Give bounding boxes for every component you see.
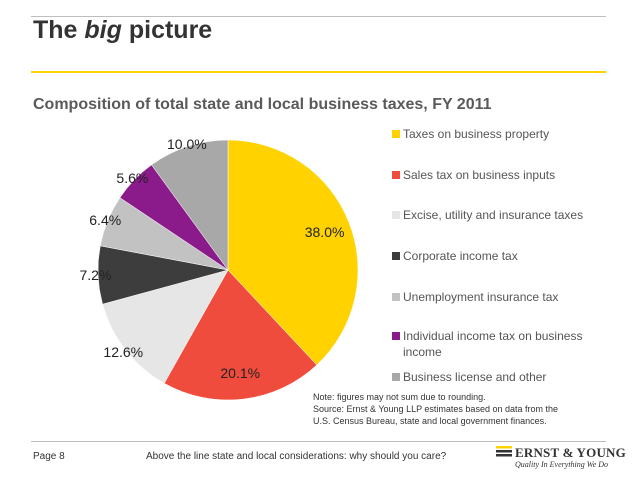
pct-label-unemployment-insurance-tax: 6.4%: [89, 211, 122, 228]
legend-item-taxes-on-business-property: Taxes on business property: [392, 126, 613, 142]
legend-item-individual-income-tax-on-business-income: Individual income tax on business income: [392, 328, 613, 360]
top-rule: [31, 16, 606, 17]
pie-slice-excise-utility-and-insurance-taxes: [102, 269, 229, 384]
pie-slice-taxes-on-business-property: [227, 139, 359, 366]
legend-label: Business license and other: [403, 370, 547, 384]
legend-item-sales-tax-on-business-inputs: Sales tax on business inputs: [392, 167, 613, 183]
legend-label: Taxes on business property: [403, 127, 550, 141]
chart-note: Note: figures may not sum due to roundin…: [313, 391, 613, 427]
logo-icon: [496, 446, 512, 457]
legend-swatch: [392, 130, 400, 138]
legend-item-unemployment-insurance-tax: Unemployment insurance tax: [392, 289, 613, 305]
legend-swatch: [392, 293, 400, 301]
legend-label: Individual income tax on business income: [403, 329, 583, 359]
legend-swatch: [392, 211, 400, 219]
yellow-divider: [31, 71, 606, 73]
legend-item-corporate-income-tax: Corporate income tax: [392, 248, 613, 264]
logo-tagline: Quality In Everything We Do: [515, 460, 609, 469]
note-source: Source: Ernst & Young LLP estimates base…: [313, 404, 558, 414]
pct-label-sales-tax-on-business-inputs: 20.1%: [220, 365, 261, 382]
legend-label: Unemployment insurance tax: [403, 290, 559, 304]
pct-label-corporate-income-tax: 7.2%: [79, 267, 112, 284]
page-number: Page 8: [33, 451, 65, 462]
pct-label-excise-utility-and-insurance-taxes: 12.6%: [103, 343, 144, 360]
footer-rule: [31, 441, 606, 442]
legend-item-excise-utility-and-insurance-taxes: Excise, utility and insurance taxes: [392, 207, 613, 223]
footer-caption: Above the line state and local considera…: [146, 451, 447, 462]
slide-title-emphasis: big: [84, 16, 122, 44]
legend-swatch: [392, 252, 400, 260]
pct-label-individual-income-tax-on-business-income: 5.6%: [116, 170, 149, 187]
pie-slice-business-license-and-other: [151, 139, 229, 271]
pct-label-taxes-on-business-property: 38.0%: [304, 223, 345, 240]
legend-swatch: [392, 171, 400, 179]
legend-swatch: [392, 373, 400, 381]
pie-slice-sales-tax-on-business-inputs: [163, 269, 318, 401]
logo-name: ERNST & YOUNG: [515, 445, 626, 460]
slide-title-end: picture: [128, 16, 213, 44]
legend-label: Sales tax on business inputs: [403, 168, 556, 182]
legend-label: Excise, utility and insurance taxes: [403, 208, 584, 222]
note-rounding: Note: figures may not sum due to roundin…: [313, 392, 486, 402]
legend-label: Corporate income tax: [403, 249, 518, 263]
slide-title: The big picture: [33, 16, 212, 45]
legend-item-business-license-and-other: Business license and other: [392, 369, 613, 385]
chart-title: Composition of total state and local bus…: [33, 96, 492, 113]
pct-label-business-license-and-other: 10.0%: [166, 135, 207, 152]
legend-swatch: [392, 332, 400, 340]
note-source-cont: U.S. Census Bureau, state and local gove…: [313, 416, 547, 426]
slide-title-start: The: [33, 16, 78, 44]
company-logo: ERNST & YOUNG Quality In Everything We D…: [496, 445, 626, 474]
